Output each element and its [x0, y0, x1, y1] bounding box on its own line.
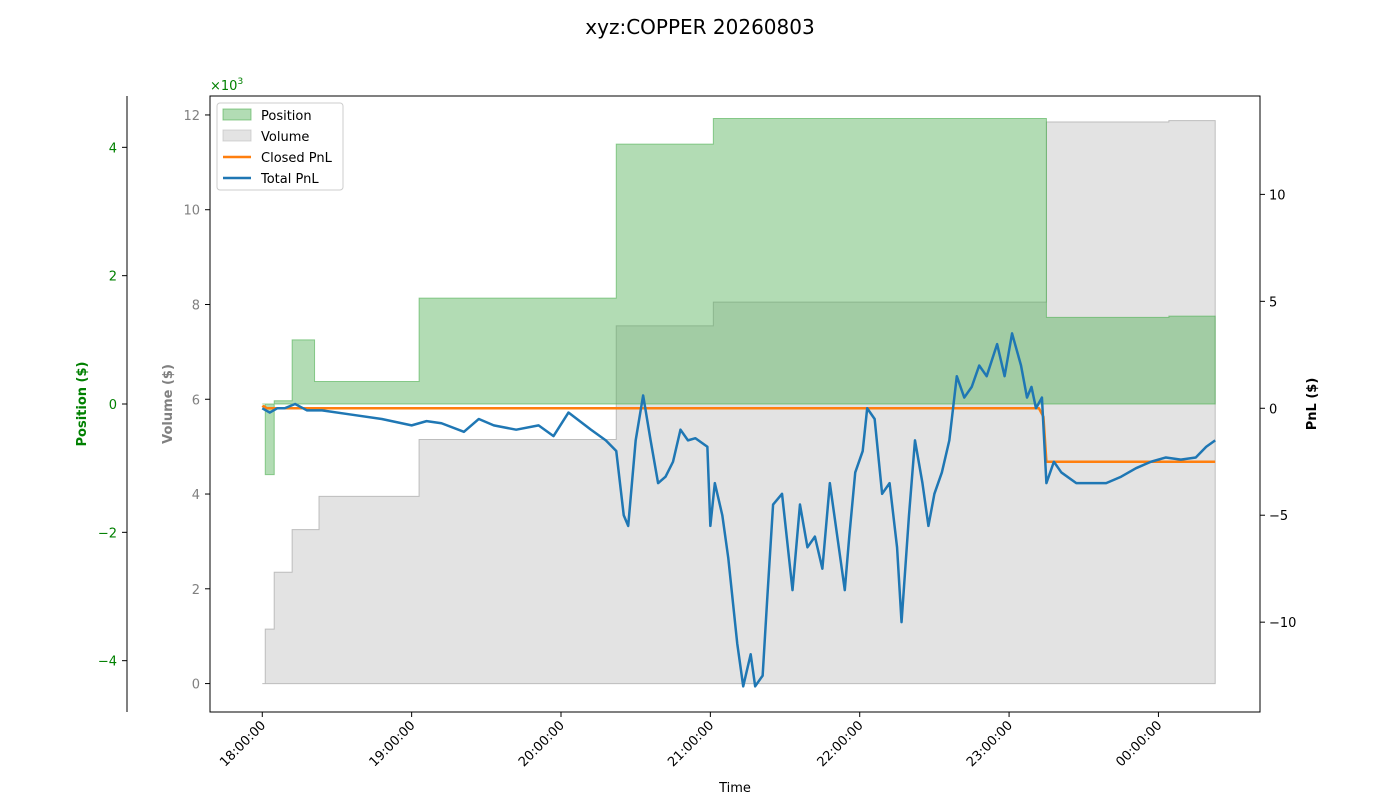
pnl-tick-label: −5 — [1269, 509, 1288, 524]
position-tick-label: 4 — [109, 141, 117, 156]
legend-label-closed-pnl: Closed PnL — [261, 151, 333, 166]
x-axis-label: Time — [718, 781, 751, 796]
volume-multiplier-exponent: 3 — [237, 77, 243, 87]
volume-area — [262, 120, 1216, 685]
legend-label-position: Position — [261, 109, 312, 124]
volume-tick-label: 6 — [192, 393, 200, 408]
chart-title: xyz:COPPER 20260803 — [585, 15, 814, 39]
pnl-tick-label: 0 — [1269, 402, 1277, 417]
plot-area — [261, 117, 1216, 688]
volume-axis-label: Volume ($) — [161, 364, 176, 444]
position-area — [262, 117, 1216, 476]
pnl-tick-label: −10 — [1269, 616, 1296, 631]
legend: Position Volume Closed PnL Total PnL — [216, 102, 344, 191]
legend-swatch-position — [222, 108, 252, 121]
volume-tick-label: 12 — [183, 109, 200, 124]
pnl-tick-label: 5 — [1269, 295, 1277, 310]
position-tick-label: 2 — [109, 270, 117, 285]
legend-box — [216, 102, 344, 191]
plot-frame — [209, 95, 1261, 713]
total-pnl-line — [261, 332, 1216, 688]
volume-tick-label: 4 — [192, 488, 200, 503]
pnl-axis-label: PnL ($) — [1305, 378, 1320, 431]
volume-tick-label: 0 — [192, 678, 200, 693]
position-tick-label: 0 — [109, 398, 117, 413]
pnl-tick-label: 10 — [1269, 188, 1286, 203]
volume-tick-label: 8 — [192, 298, 200, 313]
legend-label-total-pnl: Total PnL — [260, 172, 319, 187]
legend-swatch-volume — [222, 129, 252, 142]
legend-label-volume: Volume — [261, 130, 309, 145]
volume-tick-label: 10 — [183, 204, 200, 219]
position-tick-label: −2 — [98, 526, 117, 541]
volume-tick-label: 2 — [192, 583, 200, 598]
position-axis-label: Position ($) — [75, 362, 90, 447]
position-tick-label: −4 — [98, 655, 117, 670]
volume-multiplier: ×103 — [210, 77, 243, 94]
